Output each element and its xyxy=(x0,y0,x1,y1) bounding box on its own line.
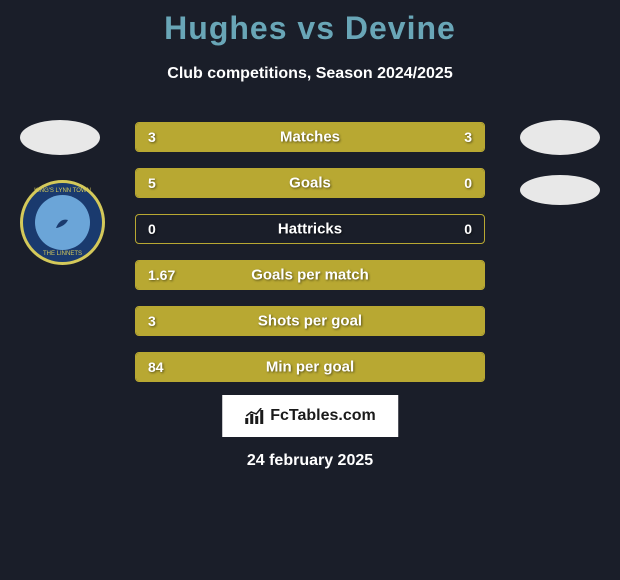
comparison-infographic: Hughes vs Devine Club competitions, Seas… xyxy=(0,0,620,580)
player-right-badge-2 xyxy=(520,175,600,205)
bar-label: Matches xyxy=(280,129,340,146)
bar-label: Shots per goal xyxy=(258,313,362,330)
footer-brand-text: FcTables.com xyxy=(270,407,376,425)
bar-value-right: 3 xyxy=(464,129,472,145)
page-title: Hughes vs Devine xyxy=(0,0,620,47)
bar-value-left: 5 xyxy=(148,175,156,191)
bar-label: Goals xyxy=(289,175,331,192)
footer-date: 24 february 2025 xyxy=(247,452,373,470)
footer-brand-badge: FcTables.com xyxy=(222,395,398,437)
bar-value-left: 3 xyxy=(148,313,156,329)
stat-bar: Min per goal 84 xyxy=(135,352,485,382)
bar-value-left: 0 xyxy=(148,221,156,237)
bar-fill-left xyxy=(136,169,397,197)
bar-value-left: 1.67 xyxy=(148,267,175,283)
subtitle: Club competitions, Season 2024/2025 xyxy=(0,65,620,83)
club-crest: KING'S LYNN TOWN THE LINNETS xyxy=(20,180,105,265)
stat-bar: Goals per match 1.67 xyxy=(135,260,485,290)
bar-value-left: 3 xyxy=(148,129,156,145)
stat-bar: Goals 5 0 xyxy=(135,168,485,198)
comparison-bars: Matches 3 3 Goals 5 0 Hattricks 0 0 Goals per mat… xyxy=(135,122,485,398)
player-left-badge xyxy=(20,120,100,155)
chart-icon xyxy=(244,408,264,424)
bar-value-right: 0 xyxy=(464,221,472,237)
bar-label: Min per goal xyxy=(266,359,354,376)
crest-text-top: KING'S LYNN TOWN xyxy=(34,188,91,194)
bar-label: Hattricks xyxy=(278,221,342,238)
player-right-badge xyxy=(520,120,600,155)
stat-bar: Matches 3 3 xyxy=(135,122,485,152)
bar-label: Goals per match xyxy=(251,267,369,284)
crest-inner xyxy=(35,195,90,250)
bird-icon xyxy=(48,208,78,238)
stat-bar: Hattricks 0 0 xyxy=(135,214,485,244)
crest-text-bottom: THE LINNETS xyxy=(43,251,82,257)
bar-value-left: 84 xyxy=(148,359,164,375)
bar-value-right: 0 xyxy=(464,175,472,191)
stat-bar: Shots per goal 3 xyxy=(135,306,485,336)
